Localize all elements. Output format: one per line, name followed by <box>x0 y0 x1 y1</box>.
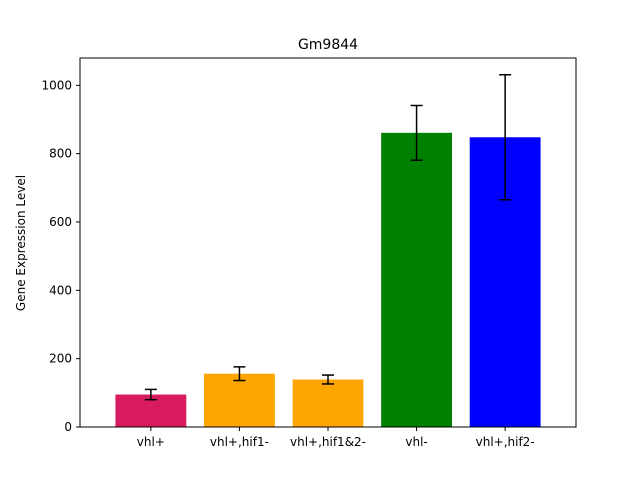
y-tick-label-0: 0 <box>64 420 72 434</box>
error-bars-group <box>144 73 512 401</box>
plot-frame <box>79 57 577 428</box>
bar-2 <box>292 379 364 427</box>
bar-1 <box>204 373 275 427</box>
y-axis-label: Gene Expression Level <box>14 175 28 311</box>
y-tick-label-2: 400 <box>49 283 72 297</box>
y-tick-label-5: 1000 <box>41 78 72 92</box>
y-tick-label-3: 600 <box>49 215 72 229</box>
x-tick-label-2: vhl+,hif1&2- <box>290 435 366 449</box>
x-tick-label-3: vhl- <box>405 435 427 449</box>
x-tick-label-4: vhl+,hif2- <box>476 435 535 449</box>
y-axis-ticks: 0 200 400 600 800 1000 <box>41 78 80 434</box>
y-tick-label-1: 200 <box>49 352 72 366</box>
x-tick-label-1: vhl+,hif1- <box>210 435 269 449</box>
x-axis-ticks: vhl+ vhl+,hif1- vhl+,hif1&2- vhl-vhl+,hif2- <box>137 427 535 449</box>
x-tick-label-0: vhl+ <box>137 435 165 449</box>
bar-3 <box>381 132 452 427</box>
y-tick-label-4: 800 <box>49 147 72 161</box>
chart-title: Gm9844 <box>298 37 358 53</box>
